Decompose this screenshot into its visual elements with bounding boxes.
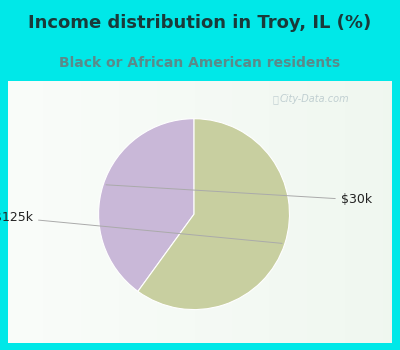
Wedge shape (98, 119, 194, 291)
Text: $30k: $30k (106, 185, 372, 206)
Text: Black or African American residents: Black or African American residents (60, 56, 340, 70)
Text: $125k: $125k (0, 211, 282, 243)
Text: Income distribution in Troy, IL (%): Income distribution in Troy, IL (%) (28, 14, 372, 32)
Wedge shape (138, 119, 290, 310)
Text: City-Data.com: City-Data.com (280, 94, 349, 104)
Text: ⓘ: ⓘ (272, 94, 278, 104)
